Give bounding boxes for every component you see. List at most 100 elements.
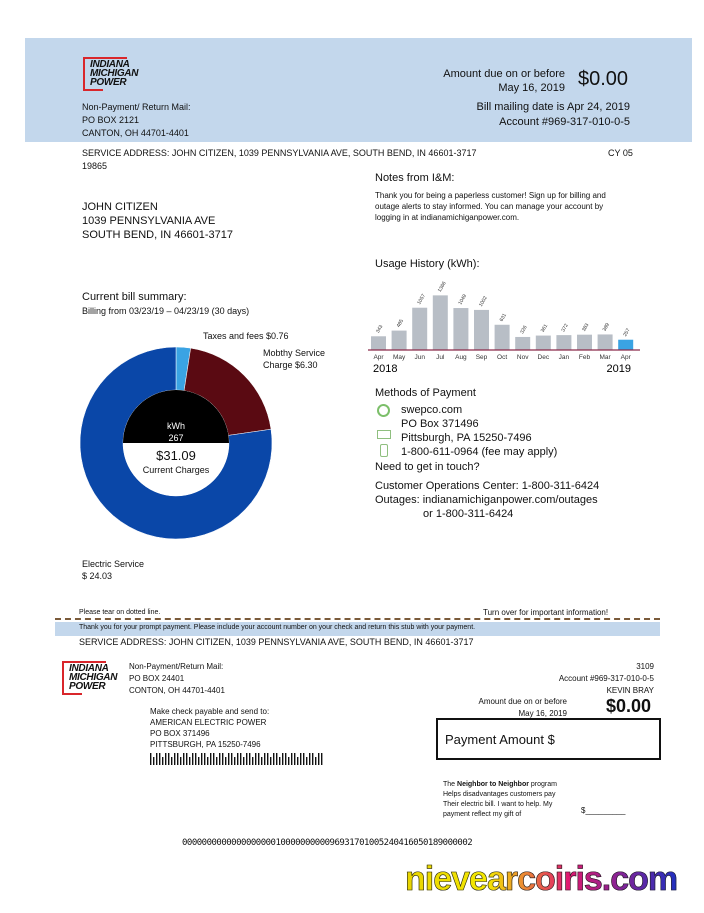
usage-bar-label: 343 [375,324,384,334]
stub-band [55,622,660,636]
barcode-bar [297,757,299,765]
notes-title: Notes from I&M: [375,172,455,184]
service-address: SERVICE ADDRESS: JOHN CITIZEN, 1039 PENN… [82,148,477,158]
electric-label: Electric Service $ 24.03 [82,559,145,581]
usage-month-label: Apr [621,354,632,361]
bill-info: Bill mailing date is Apr 24, 2019 Account… [476,101,630,128]
usage-bar [391,330,407,350]
globe-icon [377,404,390,417]
usage-month-label: Jun [414,354,425,361]
year-start: 2018 [373,363,397,375]
barcode-bar [213,753,215,765]
usage-bar [474,309,489,350]
barcode-bar [291,753,293,765]
barcode-bar [189,757,191,765]
barcode-bar [276,753,278,765]
usage-bar [432,295,448,350]
barcode-bar [300,753,302,765]
usage-bar-label: 383 [581,322,590,332]
code: 19865 [82,161,108,171]
usage-month-label: May [393,354,406,361]
header-band [25,38,692,142]
usage-bar-label: 361 [540,323,549,333]
stub-thanks: Thank you for your prompt payment. Pleas… [79,624,476,631]
usage-month-label: Jan [559,354,570,361]
barcode-bar [312,753,314,765]
barcode-bar [309,753,311,765]
usage-month-label: Nov [517,354,529,361]
barcode-bar [261,757,263,765]
payment-methods: swepco.com PO Box 371496 Pittsburgh, PA 15… [401,404,558,458]
usage-bar [556,335,572,350]
barcode-bar [306,757,308,765]
usage-month-label: Jul [436,354,445,361]
barcode-bar [192,753,194,765]
usage-bar [494,324,510,350]
usage-bar [577,334,592,350]
neighbor-program: The Neighbor to Neighbor program Helps di… [443,781,557,818]
barcode-bar [201,753,203,765]
barcode-bar [174,753,176,765]
usage-month-label: Dec [538,354,550,361]
donut-center-top [123,390,229,443]
barcode-bar [273,753,275,765]
barcode-bar [156,753,158,765]
payment-amount-label: Payment Amount $ [445,732,555,747]
barcode-bar [270,757,272,765]
barcode-bar [234,757,236,765]
usage-bar [597,334,613,350]
return-address: Non-Payment/ Return Mail: PO BOX 2121 CANT… [82,102,191,138]
barcode-bar [150,753,152,765]
payment-title: Methods of Payment [375,387,476,399]
turn-over-note: Turn over for important information! [483,608,609,617]
barcode-bar [252,757,254,765]
barcode-bar [168,753,170,765]
summary-title: Current bill summary: [82,291,187,303]
barcode-bar [288,757,290,765]
monthly-label: Mobthy Service Charge $6.30 [263,348,326,370]
barcode-bar [186,753,188,765]
barcode-bar [318,753,320,765]
barcode-bar [162,757,164,765]
barcode-bar [222,753,224,765]
gift-amount-field[interactable]: $_________ [581,806,626,815]
usage-bar-label: 372 [560,323,569,333]
barcode-bar [243,757,245,765]
stub-account-info: 3109 Account #969-317-010-0-5 KEVIN BRAY [558,662,654,695]
amount-due: $0.00 [578,68,629,90]
contact-info: Customer Operations Center: 1-800-311-64… [375,480,600,520]
watermark: nievearcoiris.com [405,860,679,899]
barcode-bar [249,753,251,765]
year-end: 2019 [607,363,631,375]
stub-logo: INDIANA MICHIGAN POWER [62,661,117,695]
bill-donut-chart [80,347,272,539]
contact-title: Need to get in touch? [375,461,480,473]
billing-period: Billing from 03/23/19 – 04/23/19 (30 day… [82,306,250,316]
usage-month-label: Sep [476,354,488,361]
payee-address: Make check payable and send to: AMERICAN … [150,707,270,749]
usage-month-label: Oct [497,354,507,361]
notes-text: Thank you for being a paperless customer… [375,191,606,222]
customer-address: JOHN CITIZEN 1039 PENNSYLVANIA AVE SOUTH B… [82,201,234,241]
usage-month-label: Aug [455,354,467,361]
barcode-bar [180,757,182,765]
tear-line [55,618,660,620]
barcode-bar [240,753,242,765]
barcode-bar [267,753,269,765]
barcode-bar [216,757,218,765]
usage-bar-label: 1366 [437,281,448,294]
tear-note: Please tear on dotted line. [79,609,161,616]
barcode-bar [282,753,284,765]
total-charges: $31.09 [156,448,196,463]
barcode-bar [195,753,197,765]
barcode-bar [303,753,305,765]
cycle: CY 05 [608,148,633,158]
taxes-label: Taxes and fees $0.76 [203,331,289,341]
barcode-bar [171,757,173,765]
usage-bar-label: 485 [396,318,405,328]
barcode-bar [159,753,161,765]
due-date: Amount due on or before May 16, 2019 [443,68,565,94]
barcode-bar [210,753,212,765]
payment-amount-field[interactable]: Payment Amount $ [436,718,661,760]
usage-bar-label: 1057 [416,293,427,306]
